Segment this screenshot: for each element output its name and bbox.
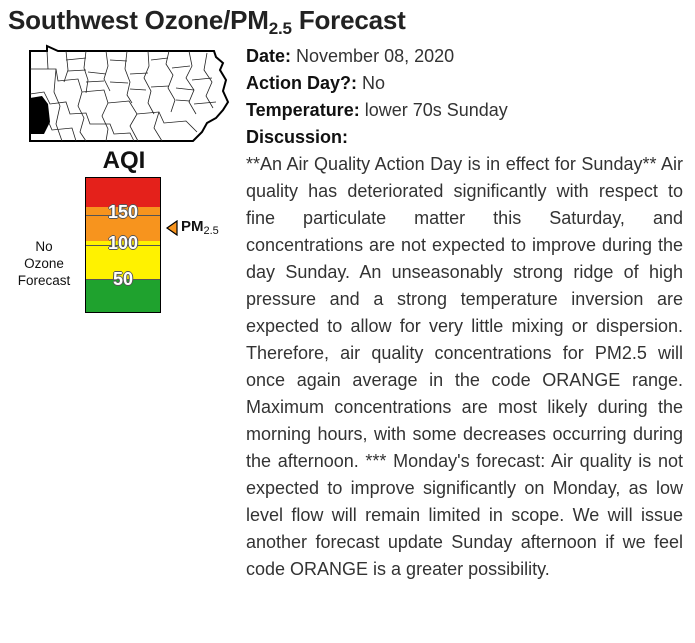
discussion-label: Discussion: xyxy=(246,127,349,147)
aqi-tick-line xyxy=(86,245,160,246)
title-subscript: 2.5 xyxy=(268,19,292,38)
action-day-row: Action Day?: No xyxy=(246,70,683,97)
aqi-color-scale: 150 100 50 xyxy=(85,177,161,313)
forecast-details: Date: November 08, 2020 Action Day?: No … xyxy=(246,43,683,583)
aqi-tick-line xyxy=(86,215,160,216)
action-day-value: No xyxy=(362,73,386,93)
page-title: Southwest Ozone/PM2.5 Forecast xyxy=(8,5,406,38)
aqi-heading: AQI xyxy=(102,147,146,174)
pm25-marker-label: PM2.5 xyxy=(181,218,219,237)
temperature-value: lower 70s Sunday xyxy=(364,100,508,120)
pennsylvania-county-map xyxy=(29,44,230,142)
action-day-label: Action Day?: xyxy=(246,73,358,93)
aqi-band-orange xyxy=(86,207,160,241)
pm25-marker-arrow-icon xyxy=(165,220,178,236)
no-ozone-forecast-note: No Ozone Forecast xyxy=(17,239,71,288)
discussion-text: **An Air Quality Action Day is in effect… xyxy=(246,154,683,579)
date-label: Date: xyxy=(246,46,292,66)
aqi-band-red xyxy=(86,178,160,207)
temperature-label: Temperature: xyxy=(246,100,360,120)
date-value: November 08, 2020 xyxy=(296,46,455,66)
temperature-row: Temperature: lower 70s Sunday xyxy=(246,97,683,124)
aqi-tick-label: 50 xyxy=(112,269,134,289)
aqi-tick-line xyxy=(86,279,160,280)
aqi-tick-label: 150 xyxy=(107,202,139,222)
date-row: Date: November 08, 2020 xyxy=(246,43,683,70)
aqi-band-yellow xyxy=(86,241,160,279)
aqi-band-green xyxy=(86,279,160,312)
aqi-tick-label: 100 xyxy=(107,233,139,253)
